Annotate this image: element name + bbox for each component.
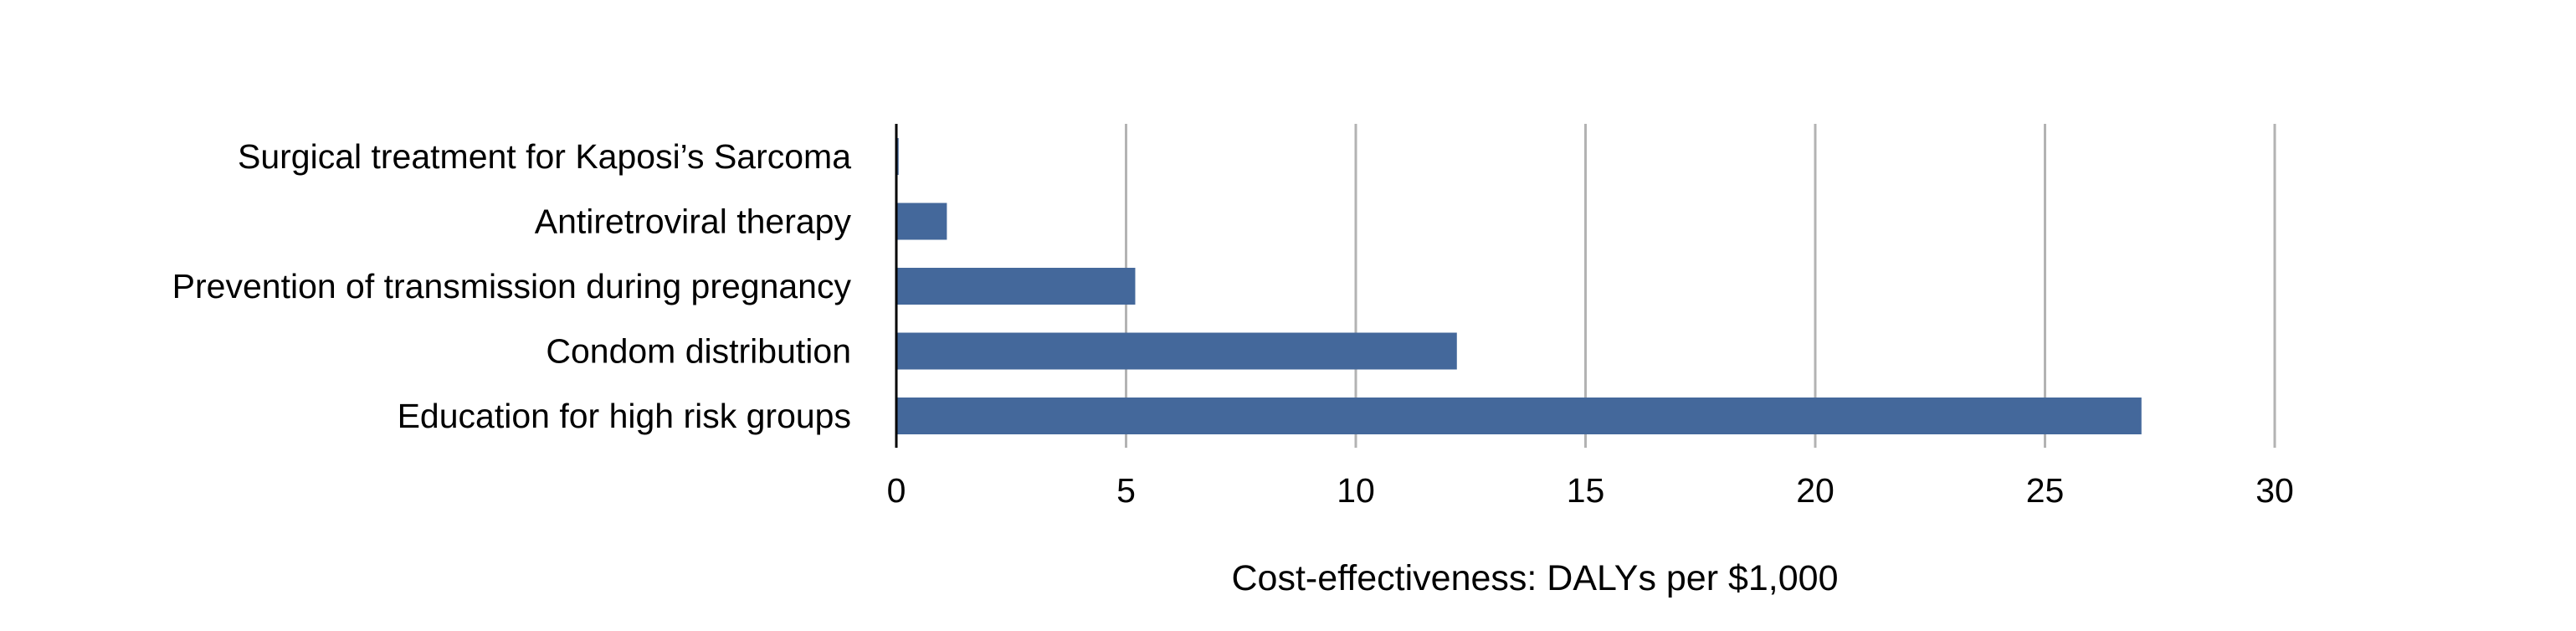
x-tick-labels: 0 5 10 15 20 25 30	[887, 471, 2294, 510]
x-tick-label: 20	[1796, 471, 1835, 510]
category-labels: Surgical treatment for Kaposi’s Sarcoma A…	[172, 137, 852, 435]
category-label: Antiretroviral therapy	[535, 203, 852, 241]
x-tick-label: 15	[1567, 471, 1605, 510]
bar	[896, 398, 2142, 434]
bar	[896, 203, 947, 240]
x-tick-label: 30	[2255, 471, 2294, 510]
category-label: Prevention of transmission during pregna…	[172, 267, 852, 305]
x-tick-label: 25	[2026, 471, 2065, 510]
category-label: Education for high risk groups	[398, 397, 851, 435]
bar	[896, 268, 1136, 305]
x-tick-label: 0	[887, 471, 906, 510]
x-tick-label: 5	[1116, 471, 1136, 510]
x-tick-label: 10	[1337, 471, 1375, 510]
gridlines	[1125, 124, 2276, 448]
category-label: Condom distribution	[546, 332, 851, 371]
bars	[896, 138, 2142, 434]
x-axis-label: Cost-effectiveness: DALYs per $1,000	[1231, 558, 1838, 598]
category-label: Surgical treatment for Kaposi’s Sarcoma	[238, 137, 851, 176]
bar	[896, 332, 1457, 370]
